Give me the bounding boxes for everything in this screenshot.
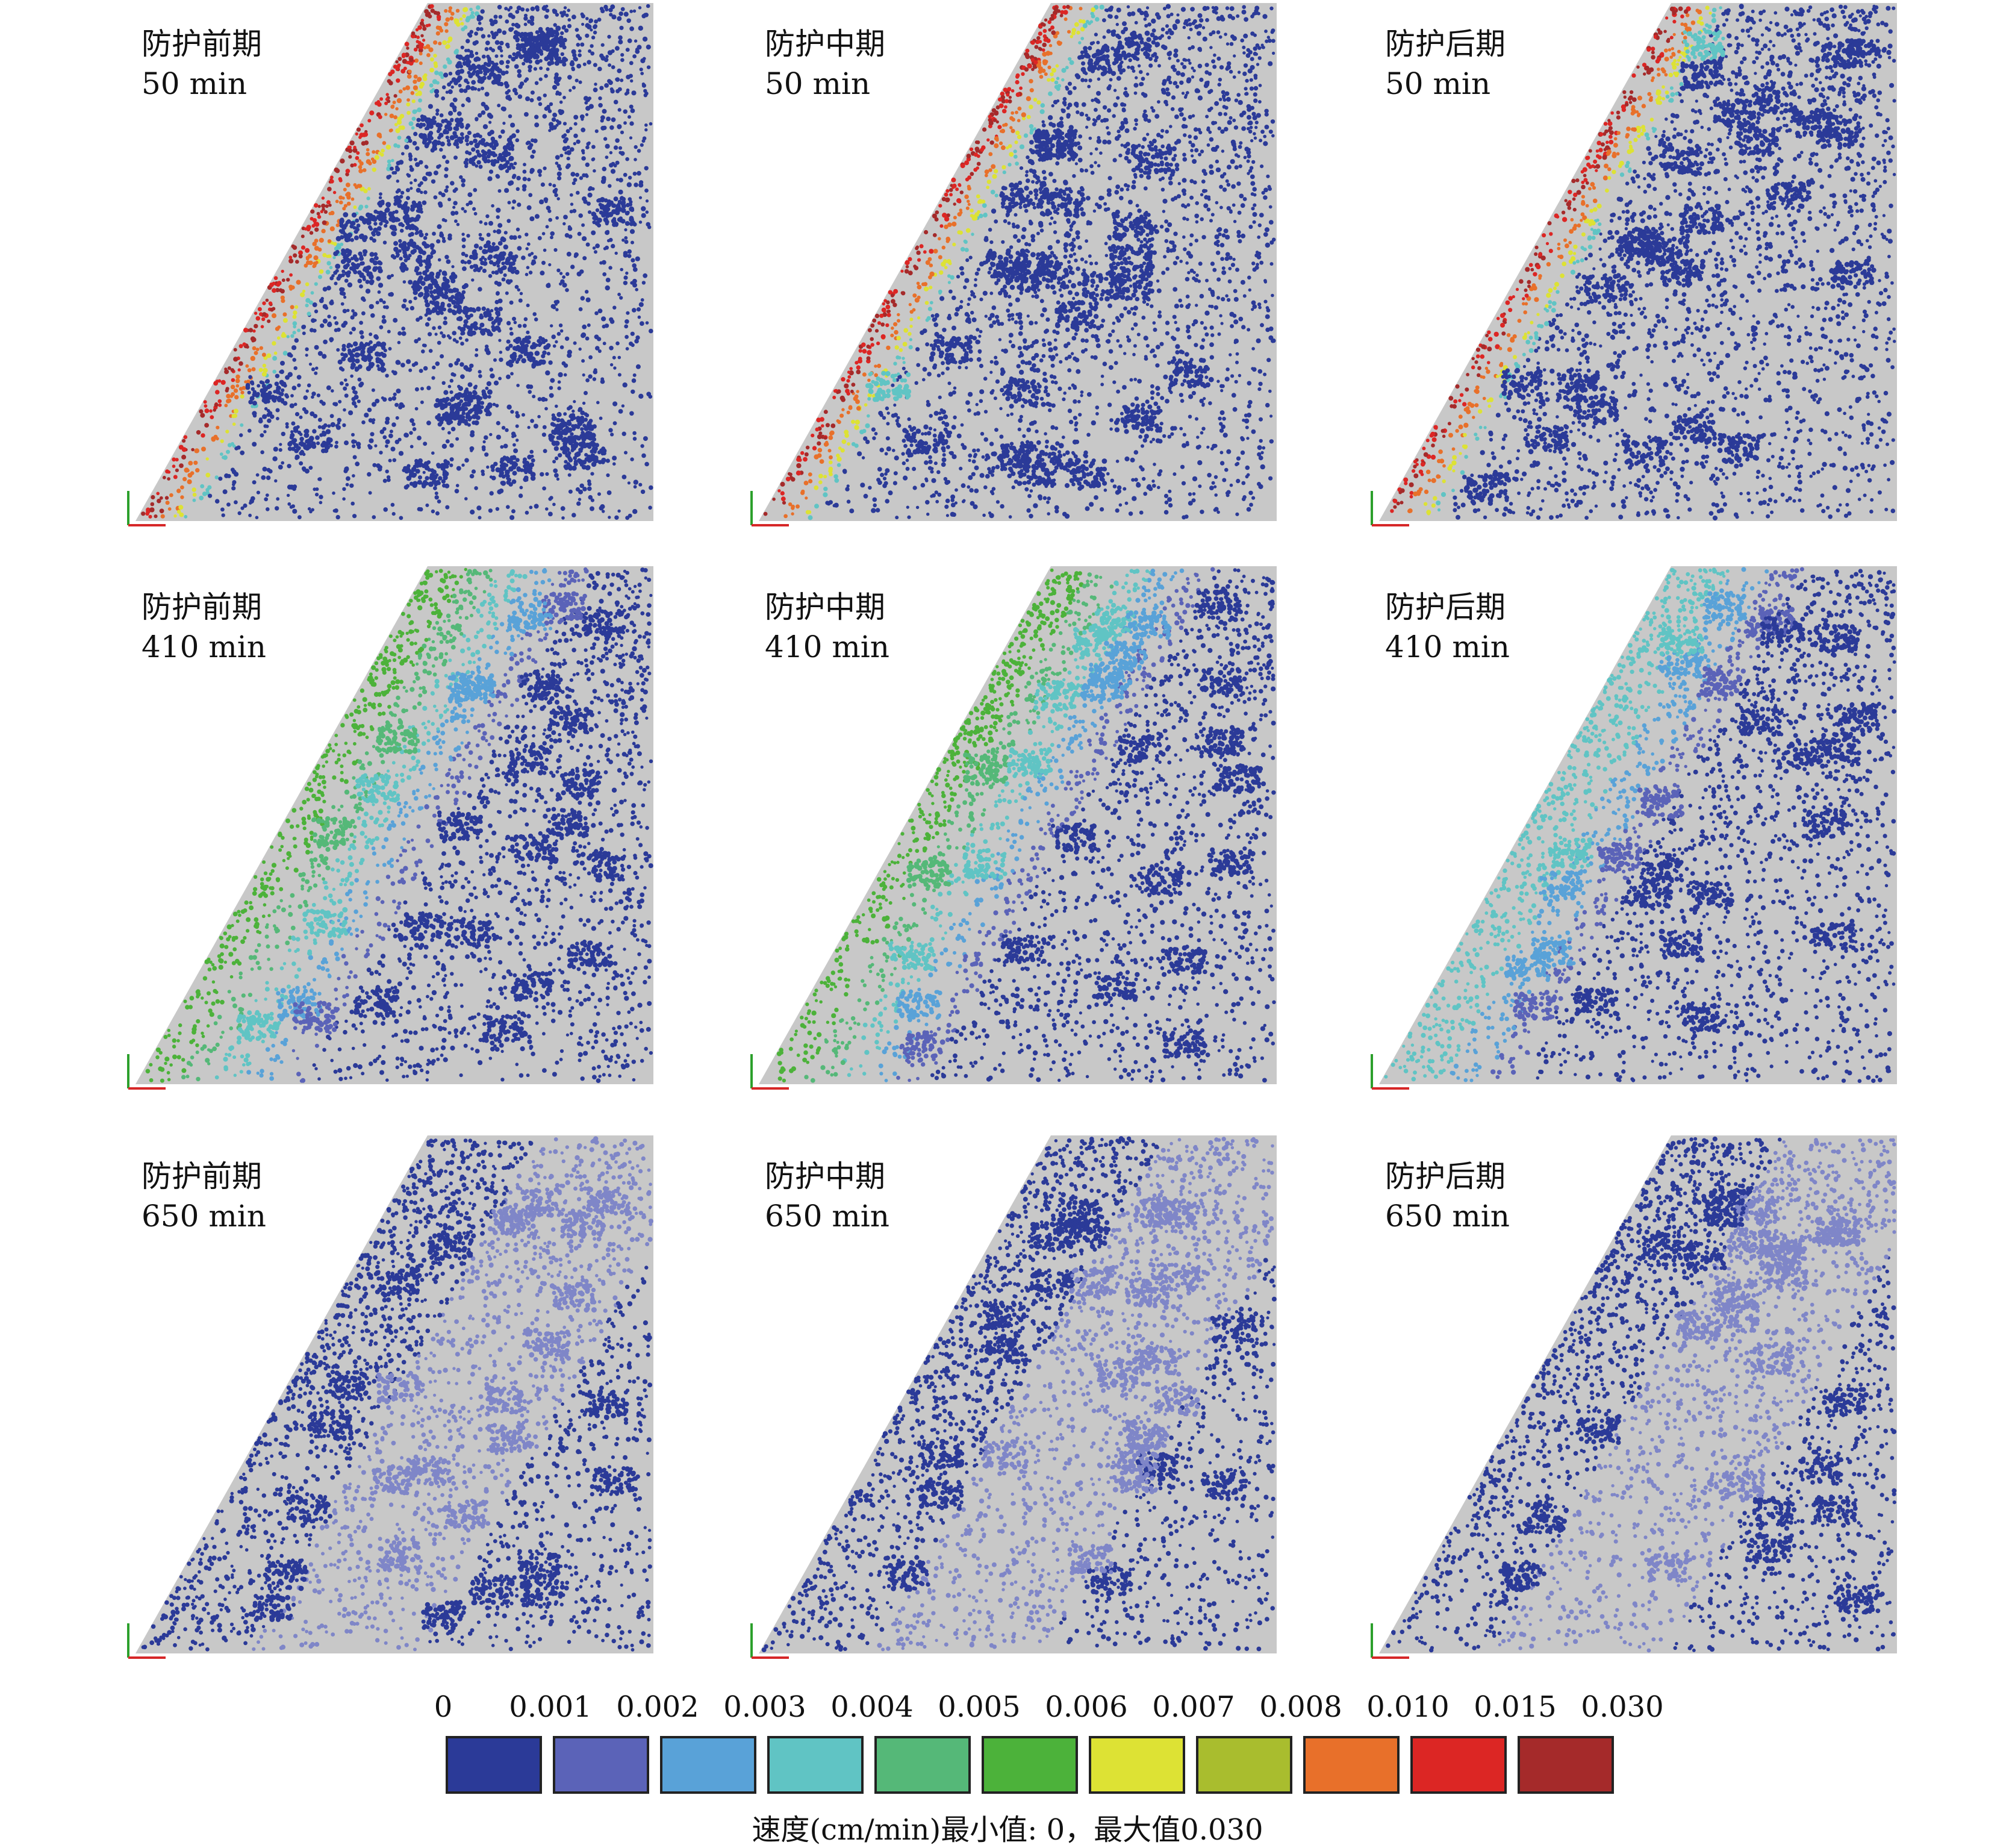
legend-swatch [553, 1736, 649, 1794]
panel-time: 650 min [765, 1196, 889, 1236]
panel-mid-650: 防护中期650 min [747, 1132, 1349, 1662]
panel-time: 650 min [1385, 1196, 1510, 1236]
panel-phase-title: 防护后期 [1385, 1157, 1510, 1196]
panel-post-650: 防护后期650 min [1367, 1132, 1969, 1662]
panel-mid-410: 防护中期410 min [747, 563, 1349, 1093]
legend-ticks: 0 0.001 0.002 0.003 0.004 0.005 0.006 0.007 0.00… [0, 1690, 2015, 1726]
panel-phase-title: 防护前期 [142, 24, 262, 64]
panel-time: 410 min [1385, 627, 1510, 667]
panel-time: 50 min [1385, 64, 1506, 104]
legend-tick-label: 0.005 [938, 1690, 1020, 1724]
legend-tick-label: 0.004 [830, 1690, 913, 1724]
panel-mid-50: 防护中期50 min [747, 0, 1349, 530]
panel-post-50: 防护后期50 min [1367, 0, 1969, 530]
panel-pre-50: 防护前期50 min [123, 0, 726, 530]
panel-time: 50 min [765, 64, 885, 104]
panel-label: 防护中期650 min [765, 1157, 889, 1236]
panel-time: 50 min [142, 64, 262, 104]
legend-swatch [1196, 1736, 1292, 1794]
legend-swatch [1303, 1736, 1400, 1794]
panel-phase-title: 防护前期 [142, 1157, 266, 1196]
legend-swatch [1410, 1736, 1507, 1794]
legend-tick-label: 0 [434, 1690, 453, 1724]
panel-phase-title: 防护后期 [1385, 587, 1510, 627]
panel-phase-title: 防护中期 [765, 1157, 889, 1196]
panel-label: 防护后期50 min [1385, 24, 1506, 104]
legend-tick-label: 0.010 [1366, 1690, 1449, 1724]
panel-phase-title: 防护后期 [1385, 24, 1506, 64]
panel-time: 650 min [142, 1196, 266, 1236]
panel-time: 410 min [765, 627, 889, 667]
panel-label: 防护中期410 min [765, 587, 889, 667]
legend-caption: 速度(cm/min)最小值: 0，最大值0.030 [0, 1806, 2015, 1848]
legend-swatch [982, 1736, 1078, 1794]
panel-label: 防护前期410 min [142, 587, 266, 667]
legend-swatch [1089, 1736, 1185, 1794]
legend-swatch [446, 1736, 542, 1794]
legend-tick-label: 0.001 [509, 1690, 591, 1724]
legend-tick-label: 0.008 [1259, 1690, 1342, 1724]
legend-swatch [660, 1736, 756, 1794]
legend-tick-label: 0.002 [616, 1690, 699, 1724]
legend-swatch [767, 1736, 864, 1794]
panel-phase-title: 防护中期 [765, 24, 885, 64]
legend-tick-label: 0.015 [1474, 1690, 1556, 1724]
panel-label: 防护后期650 min [1385, 1157, 1510, 1236]
legend-swatches [0, 1736, 2015, 1802]
panel-label: 防护后期410 min [1385, 587, 1510, 667]
panel-phase-title: 防护前期 [142, 587, 266, 627]
panel-pre-650: 防护前期650 min [123, 1132, 726, 1662]
panel-time: 410 min [142, 627, 266, 667]
legend-tick-label: 0.007 [1152, 1690, 1235, 1724]
panel-phase-title: 防护中期 [765, 587, 889, 627]
legend-tick-label: 0.006 [1045, 1690, 1127, 1724]
panel-post-410: 防护后期410 min [1367, 563, 1969, 1093]
panel-label: 防护前期50 min [142, 24, 262, 104]
legend-swatch [874, 1736, 971, 1794]
panel-label: 防护前期650 min [142, 1157, 266, 1236]
panel-label: 防护中期50 min [765, 24, 885, 104]
legend-swatch [1518, 1736, 1614, 1794]
legend-tick-label: 0.003 [723, 1690, 806, 1724]
legend-tick-label: 0.030 [1581, 1690, 1663, 1724]
panel-pre-410: 防护前期410 min [123, 563, 726, 1093]
